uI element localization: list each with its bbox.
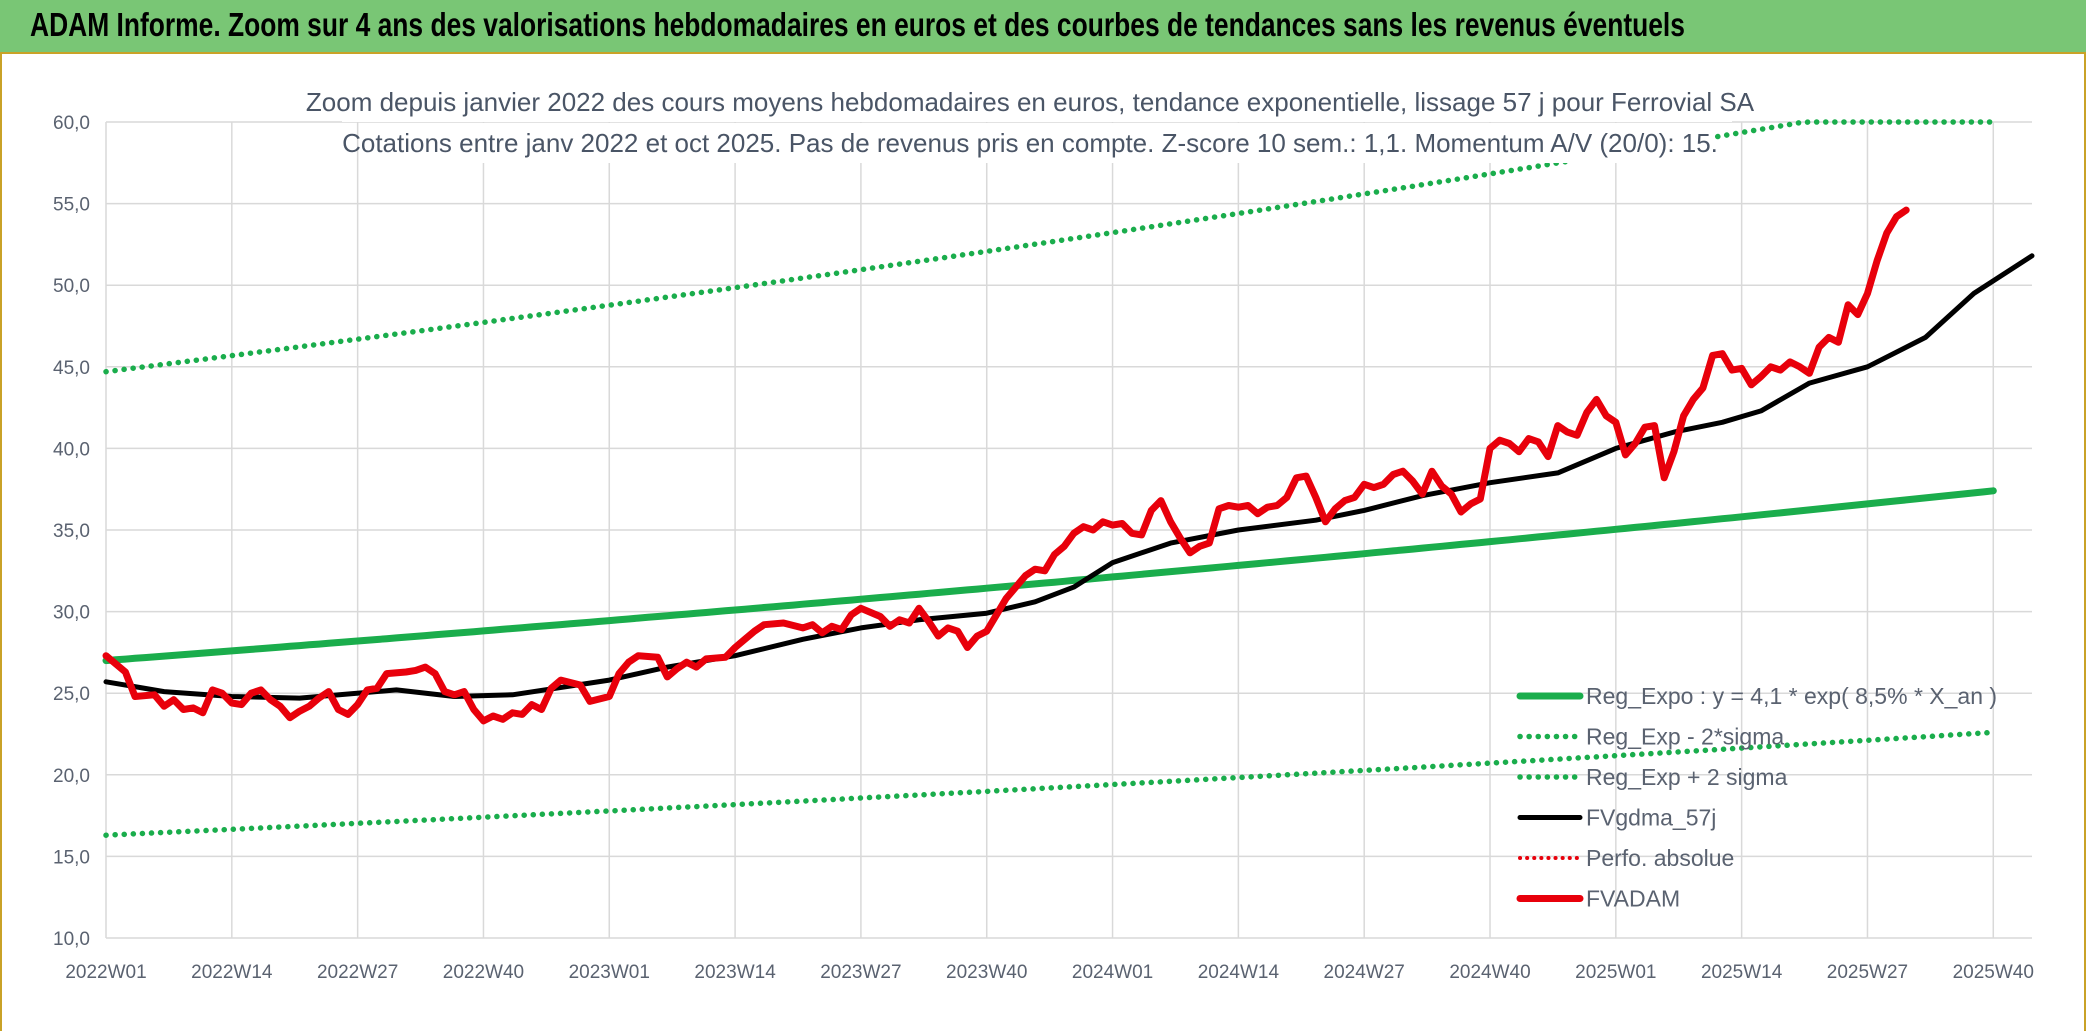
x-tick-label: 2022W14 <box>191 962 273 983</box>
legend: Reg_Expo : y = 4,1 * exp( 8,5% * X_an ) R… <box>1516 683 1997 912</box>
legend-label: FVADAM <box>1586 886 1680 912</box>
legend-label: Reg_Exp + 2 sigma <box>1586 764 1788 790</box>
y-tick-label: 45,0 <box>53 358 90 379</box>
legend-label: Reg_Expo : y = 4,1 * exp( 8,5% * X_an ) <box>1586 683 1997 709</box>
chart-title-line2: Cotations entre janv 2022 et oct 2025. P… <box>342 128 1718 158</box>
legend-label: Perfo. absolue <box>1586 845 1734 871</box>
x-tick-label: 2024W14 <box>1198 962 1280 983</box>
chart-title-line1: Zoom depuis janvier 2022 des cours moyen… <box>306 87 1755 117</box>
x-tick-label: 2025W01 <box>1575 962 1656 983</box>
x-tick-label: 2023W40 <box>946 962 1027 983</box>
x-tick-label: 2022W01 <box>65 962 146 983</box>
x-tick-label: 2023W14 <box>694 962 776 983</box>
x-tick-label: 2024W40 <box>1449 962 1530 983</box>
x-tick-label: 2025W14 <box>1701 962 1783 983</box>
series-fvgdma-57j <box>103 253 2035 701</box>
series-reg-exp-plus-2sigma <box>103 119 1997 375</box>
y-axis-labels: 10,0 15,0 20,0 25,0 30,0 35,0 40,0 45,0 50,0 55,0… <box>53 113 90 950</box>
y-tick-label: 60,0 <box>53 113 90 134</box>
y-tick-label: 40,0 <box>53 439 90 460</box>
chart-titles: Zoom depuis janvier 2022 des cours moyen… <box>306 82 1755 163</box>
banner-title: ADAM Informe. Zoom sur 4 ans des valoris… <box>30 6 1685 43</box>
title-bg-2 <box>362 123 1712 163</box>
y-tick-label: 50,0 <box>53 276 90 297</box>
series-fvadam <box>102 206 1910 725</box>
y-tick-label: 20,0 <box>53 766 90 787</box>
y-tick-label: 25,0 <box>53 684 90 705</box>
x-tick-label: 2024W27 <box>1324 962 1405 983</box>
x-tick-label: 2024W01 <box>1072 962 1153 983</box>
y-tick-label: 55,0 <box>53 195 90 216</box>
y-tick-label: 30,0 <box>53 603 90 624</box>
x-axis-labels: 2022W01 2022W14 2022W27 2022W40 2023W01 2023W… <box>65 962 2034 983</box>
x-tick-label: 2022W40 <box>443 962 524 983</box>
y-tick-label: 15,0 <box>53 847 90 868</box>
x-tick-label: 2023W27 <box>820 962 901 983</box>
legend-label: Reg_Exp - 2*sigma <box>1586 724 1784 750</box>
y-tick-label: 10,0 <box>53 929 90 950</box>
chart-svg: 10,0 15,0 20,0 25,0 30,0 35,0 40,0 45,0 50,0 55,0… <box>53 82 2035 983</box>
grid-lines <box>105 121 2032 939</box>
chart-frame: 10,0 15,0 20,0 25,0 30,0 35,0 40,0 45,0 50,0 55,0… <box>0 54 2086 1031</box>
y-tick-label: 35,0 <box>53 521 90 542</box>
title-bg-1 <box>342 82 1732 122</box>
x-tick-label: 2025W40 <box>1953 962 2034 983</box>
series-lines <box>102 119 2035 838</box>
series-reg-exp-minus-2sigma <box>103 729 1997 838</box>
header-banner: ADAM Informe. Zoom sur 4 ans des valoris… <box>0 0 2086 54</box>
series-reg-expo <box>102 487 1997 665</box>
legend-label: FVgdma_57j <box>1586 805 1716 831</box>
x-tick-label: 2023W01 <box>569 962 650 983</box>
x-tick-label: 2025W27 <box>1827 962 1908 983</box>
x-tick-label: 2022W27 <box>317 962 398 983</box>
